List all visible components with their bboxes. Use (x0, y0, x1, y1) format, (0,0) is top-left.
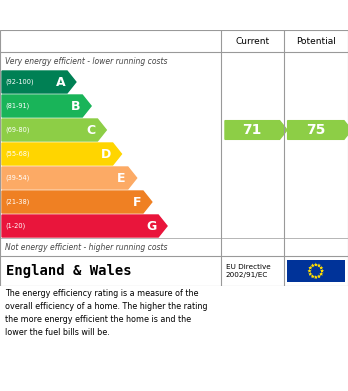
Polygon shape (225, 121, 287, 139)
Polygon shape (310, 274, 315, 278)
Text: (92-100): (92-100) (5, 79, 34, 85)
Polygon shape (319, 272, 323, 276)
Text: (21-38): (21-38) (5, 199, 29, 205)
Polygon shape (2, 167, 137, 189)
Polygon shape (307, 269, 311, 273)
Polygon shape (2, 215, 167, 237)
Text: D: D (101, 147, 111, 160)
Polygon shape (2, 71, 76, 93)
Polygon shape (314, 275, 318, 279)
Text: (81-91): (81-91) (5, 103, 29, 109)
Polygon shape (319, 265, 323, 270)
Text: The energy efficiency rating is a measure of the
overall efficiency of a home. T: The energy efficiency rating is a measur… (5, 289, 207, 337)
Polygon shape (2, 143, 121, 165)
Text: (1-20): (1-20) (5, 223, 25, 229)
Text: Very energy efficient - lower running costs: Very energy efficient - lower running co… (5, 57, 167, 66)
Text: (69-80): (69-80) (5, 127, 30, 133)
Polygon shape (317, 274, 321, 278)
Text: A: A (55, 75, 65, 88)
Text: 71: 71 (243, 123, 262, 137)
Polygon shape (308, 272, 313, 276)
Text: Energy Efficiency Rating: Energy Efficiency Rating (7, 7, 217, 23)
Polygon shape (308, 265, 313, 270)
Polygon shape (287, 121, 348, 139)
Text: (39-54): (39-54) (5, 175, 29, 181)
Polygon shape (310, 264, 315, 267)
Polygon shape (320, 269, 324, 273)
Text: Not energy efficient - higher running costs: Not energy efficient - higher running co… (5, 242, 167, 251)
Bar (287, 260, 345, 282)
Polygon shape (317, 264, 321, 267)
Text: F: F (133, 196, 141, 208)
Text: E: E (117, 172, 126, 185)
Text: B: B (71, 99, 80, 113)
Text: England & Wales: England & Wales (6, 264, 132, 278)
Text: C: C (86, 124, 95, 136)
Polygon shape (314, 262, 318, 267)
Polygon shape (2, 119, 106, 141)
Polygon shape (2, 191, 152, 213)
Text: Potential: Potential (296, 36, 336, 45)
Text: EU Directive
2002/91/EC: EU Directive 2002/91/EC (226, 264, 271, 278)
Polygon shape (2, 95, 91, 117)
Text: (55-68): (55-68) (5, 151, 30, 157)
Text: G: G (146, 219, 156, 233)
Text: Current: Current (235, 36, 269, 45)
Text: 75: 75 (306, 123, 325, 137)
